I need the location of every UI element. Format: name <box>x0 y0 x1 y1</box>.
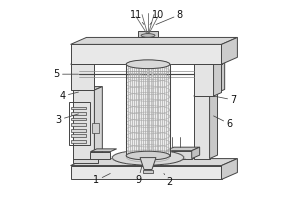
Polygon shape <box>94 87 102 159</box>
Polygon shape <box>143 170 153 173</box>
Polygon shape <box>70 134 86 137</box>
Text: 7: 7 <box>214 95 236 105</box>
Polygon shape <box>70 107 86 109</box>
Polygon shape <box>194 61 221 64</box>
Polygon shape <box>166 151 192 159</box>
Text: 5: 5 <box>53 69 79 79</box>
Ellipse shape <box>126 151 170 160</box>
Ellipse shape <box>126 60 170 69</box>
Polygon shape <box>70 37 237 44</box>
Polygon shape <box>112 158 184 159</box>
Text: 9: 9 <box>135 166 142 185</box>
Polygon shape <box>221 37 237 64</box>
Text: 3: 3 <box>56 114 79 125</box>
Polygon shape <box>221 159 237 179</box>
Text: 2: 2 <box>164 173 173 187</box>
Polygon shape <box>218 60 225 93</box>
Polygon shape <box>192 147 200 159</box>
Polygon shape <box>70 159 237 166</box>
Polygon shape <box>194 96 210 159</box>
Polygon shape <box>70 140 86 143</box>
Polygon shape <box>73 90 94 159</box>
Polygon shape <box>70 112 86 115</box>
Polygon shape <box>166 147 200 151</box>
Polygon shape <box>202 63 218 93</box>
Polygon shape <box>92 123 99 133</box>
Polygon shape <box>126 64 170 156</box>
Text: 11: 11 <box>130 10 144 25</box>
Polygon shape <box>73 155 98 163</box>
Polygon shape <box>70 123 86 126</box>
Polygon shape <box>202 60 225 63</box>
Polygon shape <box>70 118 86 120</box>
Polygon shape <box>138 31 158 37</box>
Polygon shape <box>90 152 110 159</box>
Text: 1: 1 <box>93 173 110 185</box>
Text: 6: 6 <box>214 116 232 129</box>
Polygon shape <box>70 129 86 132</box>
Text: 8: 8 <box>156 10 183 25</box>
Polygon shape <box>70 61 102 64</box>
Ellipse shape <box>141 34 155 37</box>
Text: 4: 4 <box>59 91 79 101</box>
Polygon shape <box>70 64 94 90</box>
Polygon shape <box>200 59 220 65</box>
Polygon shape <box>70 44 221 64</box>
Text: 10: 10 <box>150 10 164 25</box>
Ellipse shape <box>112 150 184 165</box>
Polygon shape <box>210 93 218 159</box>
Polygon shape <box>140 158 156 170</box>
Polygon shape <box>194 64 214 96</box>
Polygon shape <box>90 149 117 152</box>
Polygon shape <box>70 166 221 179</box>
Polygon shape <box>214 61 221 96</box>
Polygon shape <box>73 87 102 90</box>
Polygon shape <box>194 93 218 96</box>
